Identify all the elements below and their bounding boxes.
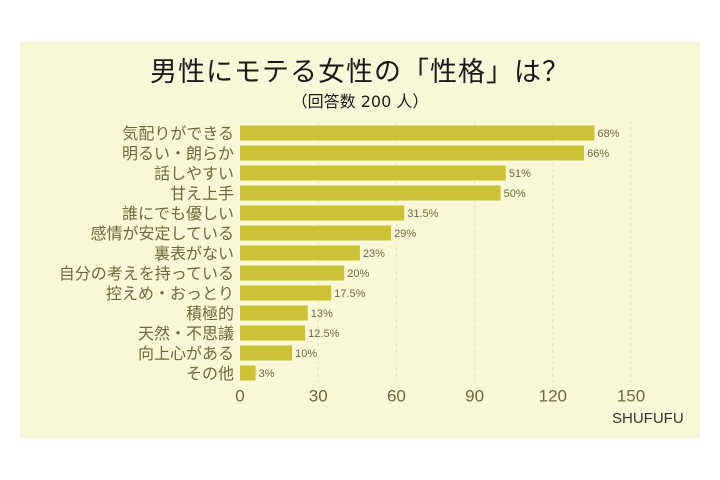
bar	[240, 265, 345, 281]
x-tick-label: 150	[617, 387, 645, 406]
category-label: 裏表がない	[154, 244, 234, 263]
bar	[240, 205, 405, 221]
data-label: 12.5%	[308, 328, 339, 340]
x-tick-label: 120	[539, 387, 567, 406]
bar	[240, 145, 585, 161]
category-label: 話しやすい	[154, 164, 234, 183]
bar	[240, 225, 392, 241]
bar	[240, 185, 501, 201]
data-label: 31.5%	[407, 208, 438, 220]
bar	[240, 325, 306, 341]
data-label: 68%	[598, 128, 620, 140]
bar	[240, 125, 595, 141]
chart-title: 男性にモテる女性の「性格」は？	[150, 57, 570, 88]
data-label: 20%	[347, 268, 369, 280]
category-label: その他	[186, 364, 234, 383]
chart-subtitle: （回答数 200 人）	[291, 92, 429, 111]
x-tick-label: 0	[235, 387, 244, 406]
category-label: 自分の考えを持っている	[59, 264, 234, 283]
data-label: 13%	[311, 308, 333, 320]
bar	[240, 365, 256, 381]
category-label: 明るい・朗らか	[122, 144, 234, 163]
bar	[240, 165, 506, 181]
x-tick-label: 30	[309, 387, 328, 406]
category-label: 積極的	[186, 304, 234, 323]
bar	[240, 245, 360, 261]
category-label: 誰にでも優しい	[122, 204, 234, 223]
bar	[240, 305, 308, 321]
bar	[240, 285, 332, 301]
category-label: 向上心がある	[138, 344, 234, 363]
brand-logo: SHUFUFU	[612, 410, 684, 427]
data-label: 23%	[363, 248, 385, 260]
data-label: 3%	[259, 368, 275, 380]
category-label: 控えめ・おっとり	[106, 284, 234, 303]
data-label: 17.5%	[334, 288, 365, 300]
data-label: 50%	[504, 188, 526, 200]
category-label: 気配りができる	[122, 124, 234, 143]
data-label: 29%	[394, 228, 416, 240]
x-tick-label: 90	[465, 387, 484, 406]
bar	[240, 345, 293, 361]
data-label: 10%	[295, 348, 317, 360]
category-label: 感情が安定している	[90, 224, 234, 243]
x-tick-label: 60	[387, 387, 406, 406]
category-label: 天然・不思議	[138, 324, 234, 343]
data-label: 66%	[587, 148, 609, 160]
data-label: 51%	[509, 168, 531, 180]
category-label: 甘え上手	[170, 184, 234, 203]
